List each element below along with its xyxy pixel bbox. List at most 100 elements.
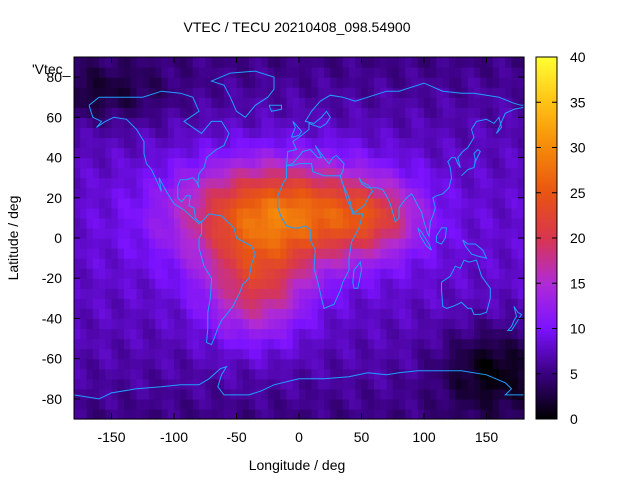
heatmap-cell xyxy=(261,328,269,340)
heatmap-cell xyxy=(411,368,419,380)
heatmap-cell xyxy=(217,408,225,420)
heatmap-cell xyxy=(192,167,200,179)
heatmap-cell xyxy=(349,358,356,370)
heatmap-cell xyxy=(155,127,163,139)
heatmap-cell xyxy=(342,157,350,169)
heatmap-cell xyxy=(242,358,250,370)
heatmap-cell xyxy=(99,318,106,330)
heatmap-cell xyxy=(436,227,444,239)
heatmap-cell xyxy=(105,77,113,88)
heatmap-cell xyxy=(211,197,219,209)
heatmap-cell xyxy=(142,207,150,219)
heatmap-cell xyxy=(236,227,244,239)
heatmap-cell xyxy=(286,398,294,410)
heatmap-cell xyxy=(249,207,256,219)
coastline xyxy=(198,213,256,346)
heatmap-cell xyxy=(474,167,481,179)
heatmap-cell xyxy=(130,268,138,279)
heatmap-cell xyxy=(286,67,294,78)
heatmap-cell xyxy=(86,97,94,108)
heatmap-cell xyxy=(405,368,413,380)
heatmap-cell xyxy=(224,348,231,360)
heatmap-cell xyxy=(180,408,188,420)
heatmap-cell xyxy=(111,388,119,400)
heatmap-cell xyxy=(224,217,231,229)
heatmap-cell xyxy=(167,137,175,149)
heatmap-cell xyxy=(299,187,306,199)
heatmap-cell xyxy=(249,348,256,360)
heatmap-cell xyxy=(155,388,163,400)
heatmap-cell xyxy=(361,227,369,239)
heatmap-cell xyxy=(417,67,425,78)
heatmap-cell xyxy=(142,288,150,299)
heatmap-cell xyxy=(124,238,131,249)
heatmap-cell xyxy=(336,248,344,259)
heatmap-cell xyxy=(430,378,438,390)
heatmap-cell xyxy=(330,87,338,98)
heatmap-cell xyxy=(130,107,138,118)
heatmap-cell xyxy=(124,117,131,128)
heatmap-cell xyxy=(517,77,525,88)
heatmap-cell xyxy=(486,258,494,269)
heatmap-cell xyxy=(399,248,406,259)
heatmap-cell xyxy=(199,77,206,88)
heatmap-cell xyxy=(424,408,431,420)
heatmap-cell xyxy=(211,147,219,159)
heatmap-cell xyxy=(492,207,500,219)
heatmap-cell xyxy=(255,318,263,330)
heatmap-cell xyxy=(424,318,431,330)
heatmap-cell xyxy=(149,278,156,289)
heatmap-cell xyxy=(355,308,363,320)
heatmap-cell xyxy=(92,388,100,400)
heatmap-cell xyxy=(174,97,181,108)
heatmap-cell xyxy=(336,408,344,420)
heatmap-cell xyxy=(249,147,256,159)
heatmap-cell xyxy=(80,97,88,108)
heatmap-cell xyxy=(336,127,344,139)
heatmap-cell xyxy=(105,117,113,128)
heatmap-cell xyxy=(230,348,238,360)
heatmap-cell xyxy=(124,197,131,209)
heatmap-cell xyxy=(92,227,100,239)
heatmap-cell xyxy=(292,238,300,249)
heatmap-cell xyxy=(449,348,456,360)
heatmap-cell xyxy=(249,127,256,139)
heatmap-cell xyxy=(330,137,338,149)
heatmap-cell xyxy=(411,147,419,159)
heatmap-cell xyxy=(380,408,388,420)
heatmap-cell xyxy=(174,258,181,269)
heatmap-cell xyxy=(105,167,113,179)
heatmap-cell xyxy=(167,157,175,169)
heatmap-cell xyxy=(474,87,481,98)
heatmap-cell xyxy=(405,398,413,410)
heatmap-cell xyxy=(436,398,444,410)
heatmap-cell xyxy=(436,157,444,169)
heatmap-cell xyxy=(217,258,225,269)
heatmap-cell xyxy=(336,217,344,229)
heatmap-cell xyxy=(149,157,156,169)
heatmap-cell xyxy=(180,288,188,299)
heatmap-cell xyxy=(236,268,244,279)
heatmap-cell xyxy=(74,378,81,390)
heatmap-cell xyxy=(92,338,100,350)
heatmap-cell xyxy=(174,348,181,360)
heatmap-cell xyxy=(374,157,381,169)
heatmap-cell xyxy=(461,197,469,209)
heatmap-cell xyxy=(486,187,494,199)
heatmap-cell xyxy=(267,258,275,269)
heatmap-cell xyxy=(292,87,300,98)
heatmap-cell xyxy=(130,288,138,299)
heatmap-cell xyxy=(299,378,306,390)
heatmap-cell xyxy=(317,157,325,169)
heatmap-cell xyxy=(336,358,344,370)
heatmap-cell xyxy=(249,378,256,390)
heatmap-cell xyxy=(230,318,238,330)
heatmap-cell xyxy=(217,157,225,169)
heatmap-cell xyxy=(292,268,300,279)
heatmap-cell xyxy=(255,87,263,98)
heatmap-cell xyxy=(261,127,269,139)
heatmap-cell xyxy=(349,398,356,410)
heatmap-cell xyxy=(130,127,138,139)
heatmap-cell xyxy=(355,227,363,239)
heatmap-cell xyxy=(161,97,169,108)
